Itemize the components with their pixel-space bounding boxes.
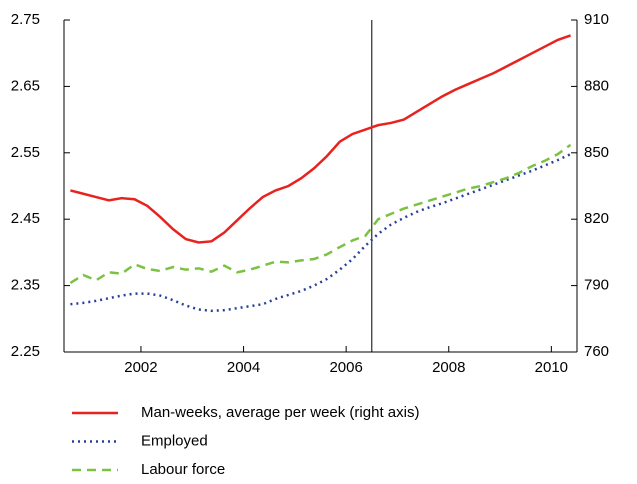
series-line bbox=[69, 143, 572, 285]
y2-tick-label: 850 bbox=[584, 144, 609, 161]
series-line bbox=[70, 152, 572, 313]
y-tick-label: 2.55 bbox=[11, 144, 40, 161]
legend-label: Employed bbox=[141, 432, 208, 449]
x-tick-label: 2008 bbox=[432, 359, 465, 376]
y2-tick-label: 820 bbox=[584, 210, 609, 227]
y-tick-label: 2.45 bbox=[11, 210, 40, 227]
y-tick-label: 2.75 bbox=[11, 11, 40, 28]
x-tick-label: 2010 bbox=[535, 359, 568, 376]
y2-tick-label: 910 bbox=[584, 11, 609, 28]
y-tick-label: 2.65 bbox=[11, 77, 40, 94]
y2-tick-label: 760 bbox=[584, 343, 609, 360]
x-tick-label: 2006 bbox=[329, 359, 362, 376]
legend-label: Man-weeks, average per week (right axis) bbox=[141, 404, 419, 421]
series-line bbox=[70, 34, 571, 244]
y-tick-label: 2.35 bbox=[11, 277, 40, 294]
y2-tick-label: 790 bbox=[584, 277, 609, 294]
y-tick-label: 2.25 bbox=[11, 343, 40, 360]
x-tick-label: 2002 bbox=[124, 359, 157, 376]
y2-tick-label: 880 bbox=[584, 77, 609, 94]
legend-label: Labour force bbox=[141, 461, 225, 478]
x-tick-label: 2004 bbox=[227, 359, 260, 376]
